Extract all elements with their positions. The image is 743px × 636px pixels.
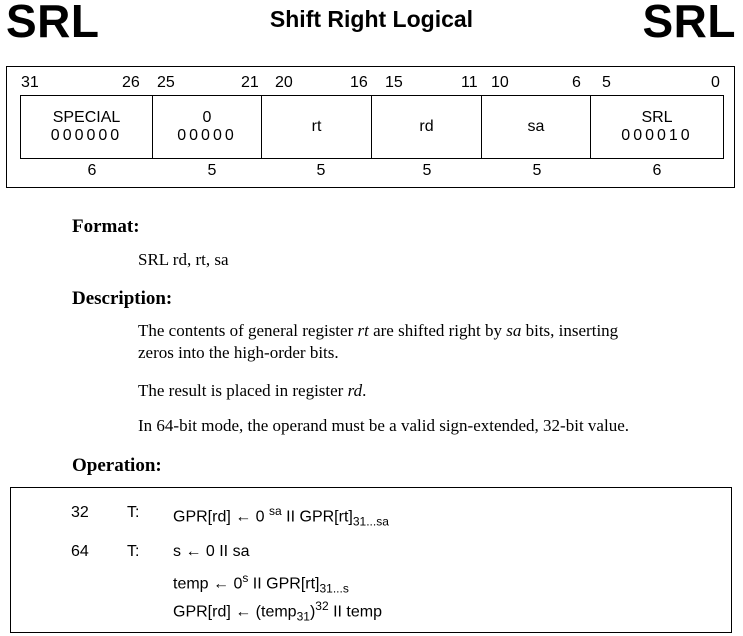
encoding-diagram: 31 26 25 21 20 16 15 11 10 6 5 0 SPECIAL… — [6, 66, 735, 188]
bit-position: 16 — [350, 74, 368, 91]
bit-position: 10 — [491, 74, 509, 91]
instruction-title: Shift Right Logical — [269, 6, 474, 32]
field-name: 0 — [202, 109, 212, 126]
field-width: 5 — [207, 162, 217, 179]
bit-position: 0 — [711, 74, 720, 91]
field-special: SPECIAL 000000 — [20, 95, 153, 159]
field-zero: 0 00000 — [152, 95, 262, 159]
bit-position: 15 — [385, 74, 403, 91]
mnemonic-right: SRL — [642, 0, 736, 47]
description-paragraph-2: The result is placed in register rd. — [138, 381, 367, 400]
operation-line-64-1: s ← 0 II sa — [173, 543, 250, 560]
field-bits: 00000 — [177, 127, 237, 144]
bit-position: 31 — [21, 74, 39, 91]
field-width: 6 — [652, 162, 662, 179]
operation-mode-64: 64 — [71, 543, 89, 560]
bit-position: 21 — [241, 74, 259, 91]
description-paragraph-3: In 64-bit mode, the operand must be a va… — [138, 416, 629, 435]
operation-line-64-2: temp ← 0s II GPR[rt]31...s — [173, 571, 349, 596]
field-rt: rt — [261, 95, 372, 159]
field-rd: rd — [371, 95, 482, 159]
mnemonic-left: SRL — [6, 0, 100, 47]
bit-position: 26 — [122, 74, 140, 91]
operation-heading: Operation: — [72, 455, 162, 476]
description-paragraph-1: The contents of general register rt are … — [138, 321, 619, 362]
bit-position: 11 — [461, 74, 478, 91]
field-name: rd — [419, 118, 434, 135]
field-width: 6 — [87, 162, 97, 179]
field-name: SRL — [641, 109, 673, 126]
operation-time-label: T: — [127, 543, 140, 560]
operation-box: 32 T: GPR[rd] ← 0 sa II GPR[rt]31...sa 6… — [10, 487, 732, 633]
bit-position: 25 — [157, 74, 175, 91]
field-width: 5 — [422, 162, 432, 179]
field-bits: 000000 — [50, 127, 123, 144]
field-name: sa — [527, 118, 545, 135]
field-name: SPECIAL — [52, 109, 121, 126]
operation-line-32: GPR[rd] ← 0 sa II GPR[rt]31...sa — [173, 504, 389, 529]
field-name: rt — [311, 118, 322, 135]
operation-line-64-3: GPR[rd] ← (temp31)32 II temp — [173, 599, 382, 624]
field-function: SRL 000010 — [590, 95, 724, 159]
description-heading: Description: — [72, 288, 173, 309]
format-heading: Format: — [72, 216, 140, 237]
operation-time-label: T: — [127, 504, 140, 521]
operation-mode-32: 32 — [71, 504, 89, 521]
format-text: SRL rd, rt, sa — [138, 250, 229, 269]
field-width: 5 — [316, 162, 326, 179]
field-width: 5 — [532, 162, 542, 179]
field-bits: 000010 — [621, 127, 693, 144]
bit-position: 5 — [602, 74, 611, 91]
bit-position: 6 — [572, 74, 581, 91]
field-sa: sa — [481, 95, 591, 159]
bit-position: 20 — [275, 74, 293, 91]
